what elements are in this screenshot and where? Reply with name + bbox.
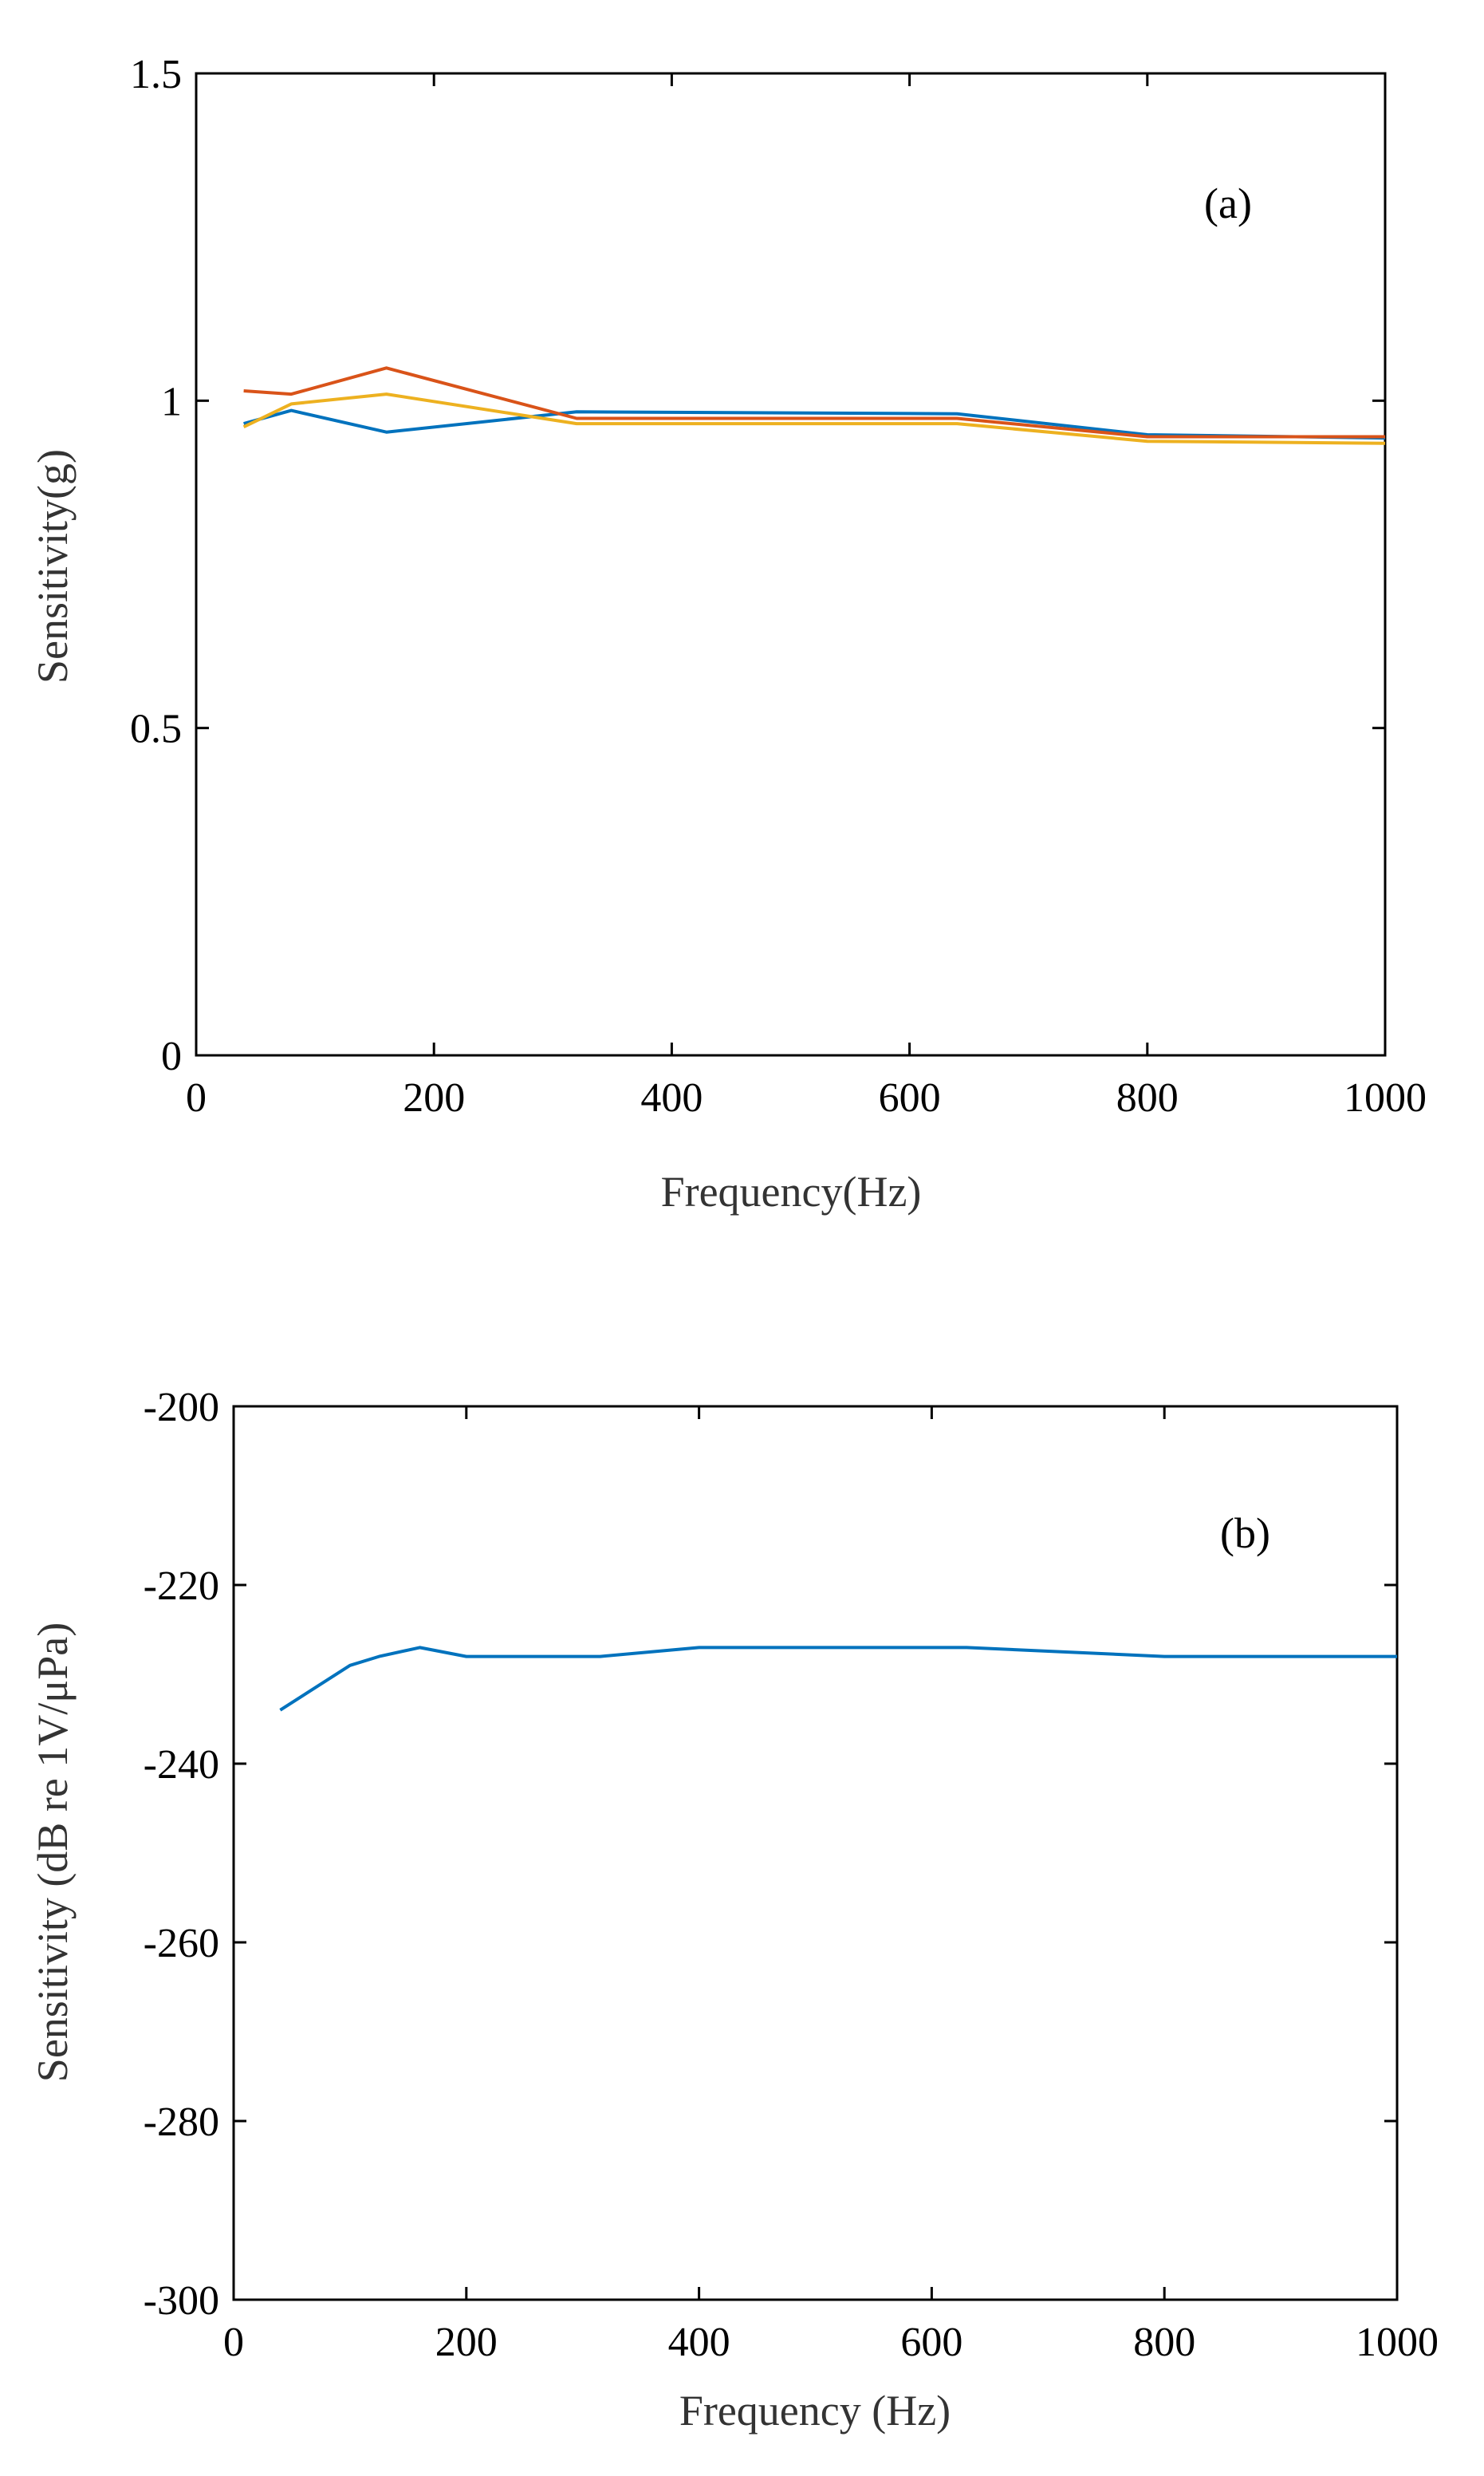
y-tick-label: 0 [161, 1034, 182, 1079]
series-group-a [242, 366, 1386, 445]
y-axis-label-b: Sensitivity (dB re 1V/μPa) [29, 1622, 77, 2082]
chart-panel-a: 0 200 400 600 800 1000 0 0.5 1 1.5 (a) Frequency… [29, 52, 1427, 1216]
x-ticks-b: 0 200 400 600 800 1000 [223, 1406, 1439, 2365]
y-ticks-a: 0 0.5 1 1.5 [130, 52, 1385, 1079]
series-line-1 [279, 1646, 1397, 1712]
x-tick-label: 800 [1133, 2320, 1195, 2365]
series-group-b [279, 1646, 1397, 1712]
y-axis-label-a: Sensitivity(g) [29, 449, 77, 684]
panel-label-a: (a) [1204, 179, 1252, 227]
x-tick-label: 200 [403, 1075, 465, 1121]
series-line-1 [243, 408, 1386, 440]
x-axis-label-a: Frequency(Hz) [661, 1168, 922, 1216]
y-ticks-b: -300 -280 -260 -240 -220 -200 [144, 1385, 1397, 2324]
x-tick-label: 1000 [1344, 1075, 1427, 1121]
x-tick-label: 200 [435, 2320, 498, 2365]
y-tick-label: 0.5 [130, 707, 182, 752]
x-axis-label-b: Frequency (Hz) [679, 2387, 951, 2435]
y-tick-label: 1 [161, 379, 182, 424]
y-tick-label: -200 [144, 1385, 219, 1430]
panel-label-b: (b) [1220, 1509, 1270, 1557]
x-tick-label: 400 [668, 2320, 730, 2365]
x-tick-label: 600 [879, 1075, 941, 1121]
y-tick-label: -300 [144, 2278, 219, 2324]
y-tick-label: -260 [144, 1921, 219, 1966]
plot-frame-a [195, 72, 1387, 1057]
chart-panel-b: 0 200 400 600 800 1000 -300 -280 -260 -240 -220 -2… [29, 1385, 1439, 2435]
x-tick-label: 0 [186, 1075, 207, 1121]
plot-frame-b [232, 1405, 1399, 2301]
y-tick-label: 1.5 [130, 52, 182, 97]
x-tick-label: 600 [900, 2320, 962, 2365]
x-tick-label: 800 [1116, 1075, 1179, 1121]
y-tick-label: -280 [144, 2099, 219, 2145]
x-tick-label: 1000 [1356, 2320, 1439, 2365]
series-line-2 [243, 366, 1385, 439]
y-tick-label: -240 [144, 1742, 219, 1788]
x-tick-label: 400 [640, 1075, 703, 1121]
x-ticks-a: 0 200 400 600 800 1000 [186, 73, 1427, 1121]
x-tick-label: 0 [223, 2320, 244, 2365]
y-tick-label: -220 [144, 1563, 219, 1609]
series-line-3 [242, 392, 1386, 445]
